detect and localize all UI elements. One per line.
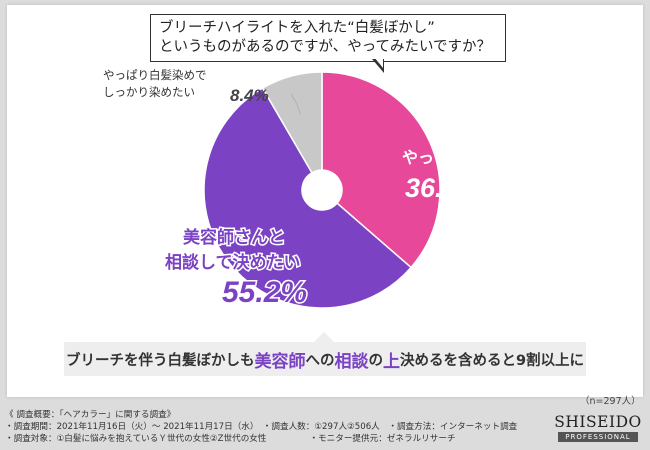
donut-hole [302,170,342,210]
brand-logo-text: SHISEIDO [554,413,642,431]
banner-highlight-1: 美容師 [254,351,306,372]
footer-line-3: ・調査対象：①白髪に悩みを抱えているＹ世代の女性②Z世代の女性 ・モニター提供元… [5,434,456,444]
sample-size: （n=297人） [580,396,641,407]
banner-highlight-3: 上 [382,351,400,372]
banner-highlight-2: 相談 [334,351,369,372]
brand-logo: SHISEIDO PROFESSIONAL [553,414,643,442]
banner-text-mid-1: への [305,352,335,369]
question-line-2: というものがあるのですが、やってみたいですか？ [159,39,492,55]
banner-text-pre: ブリーチを伴う白髪ぼかしも [65,352,255,369]
banner-text-mid-2: の [368,352,383,369]
slice-soudan-label-line-1: 美容師さんと [183,227,285,248]
footer-line-2: ・調査期間：2021年11月16日（火）〜 2021年11月17日（水） ・調査… [5,422,518,432]
slice-shiragazome-value: 8.4% [230,86,269,105]
question-bubble-tail-fill [374,57,383,68]
question-line-1: ブリーチハイライトを入れた“白髪ぼかし” [159,20,435,36]
banner-text-post: 決めるを含めると9割以上に [399,352,585,369]
slice-soudan-label-line-2: 相談して決めたい [165,252,301,273]
brand-logo-subtitle: PROFESSIONAL [558,432,638,442]
summary-banner: ブリーチを伴う白髪ぼかしも 美容師 への 相談 の 上 決めるを含めると9割以上… [64,342,586,376]
gray-slice-leader-line [290,93,301,115]
question-bubble: ブリーチハイライトを入れた“白髪ぼかし” というものがあるのですが、やってみたい… [150,14,506,62]
slice-yattemitai-label-line-1: やってみたい [402,148,497,167]
survey-footer: 《 調査概要：「ヘアカラー」に関する調査》 ・調査期間：2021年11月16日（… [5,409,518,445]
slice-shiragazome-label-line-1: やっぱり白髪染めで [103,68,207,82]
slice-soudan-value: 55.2% [222,276,307,309]
slice-yattemitai-value: 36.4% [405,173,482,203]
banner-notch [313,332,335,343]
footer-line-1: 《 調査概要：「ヘアカラー」に関する調査》 [5,410,176,420]
slice-shiragazome-label-line-2: しっかり染めたい [103,85,195,99]
